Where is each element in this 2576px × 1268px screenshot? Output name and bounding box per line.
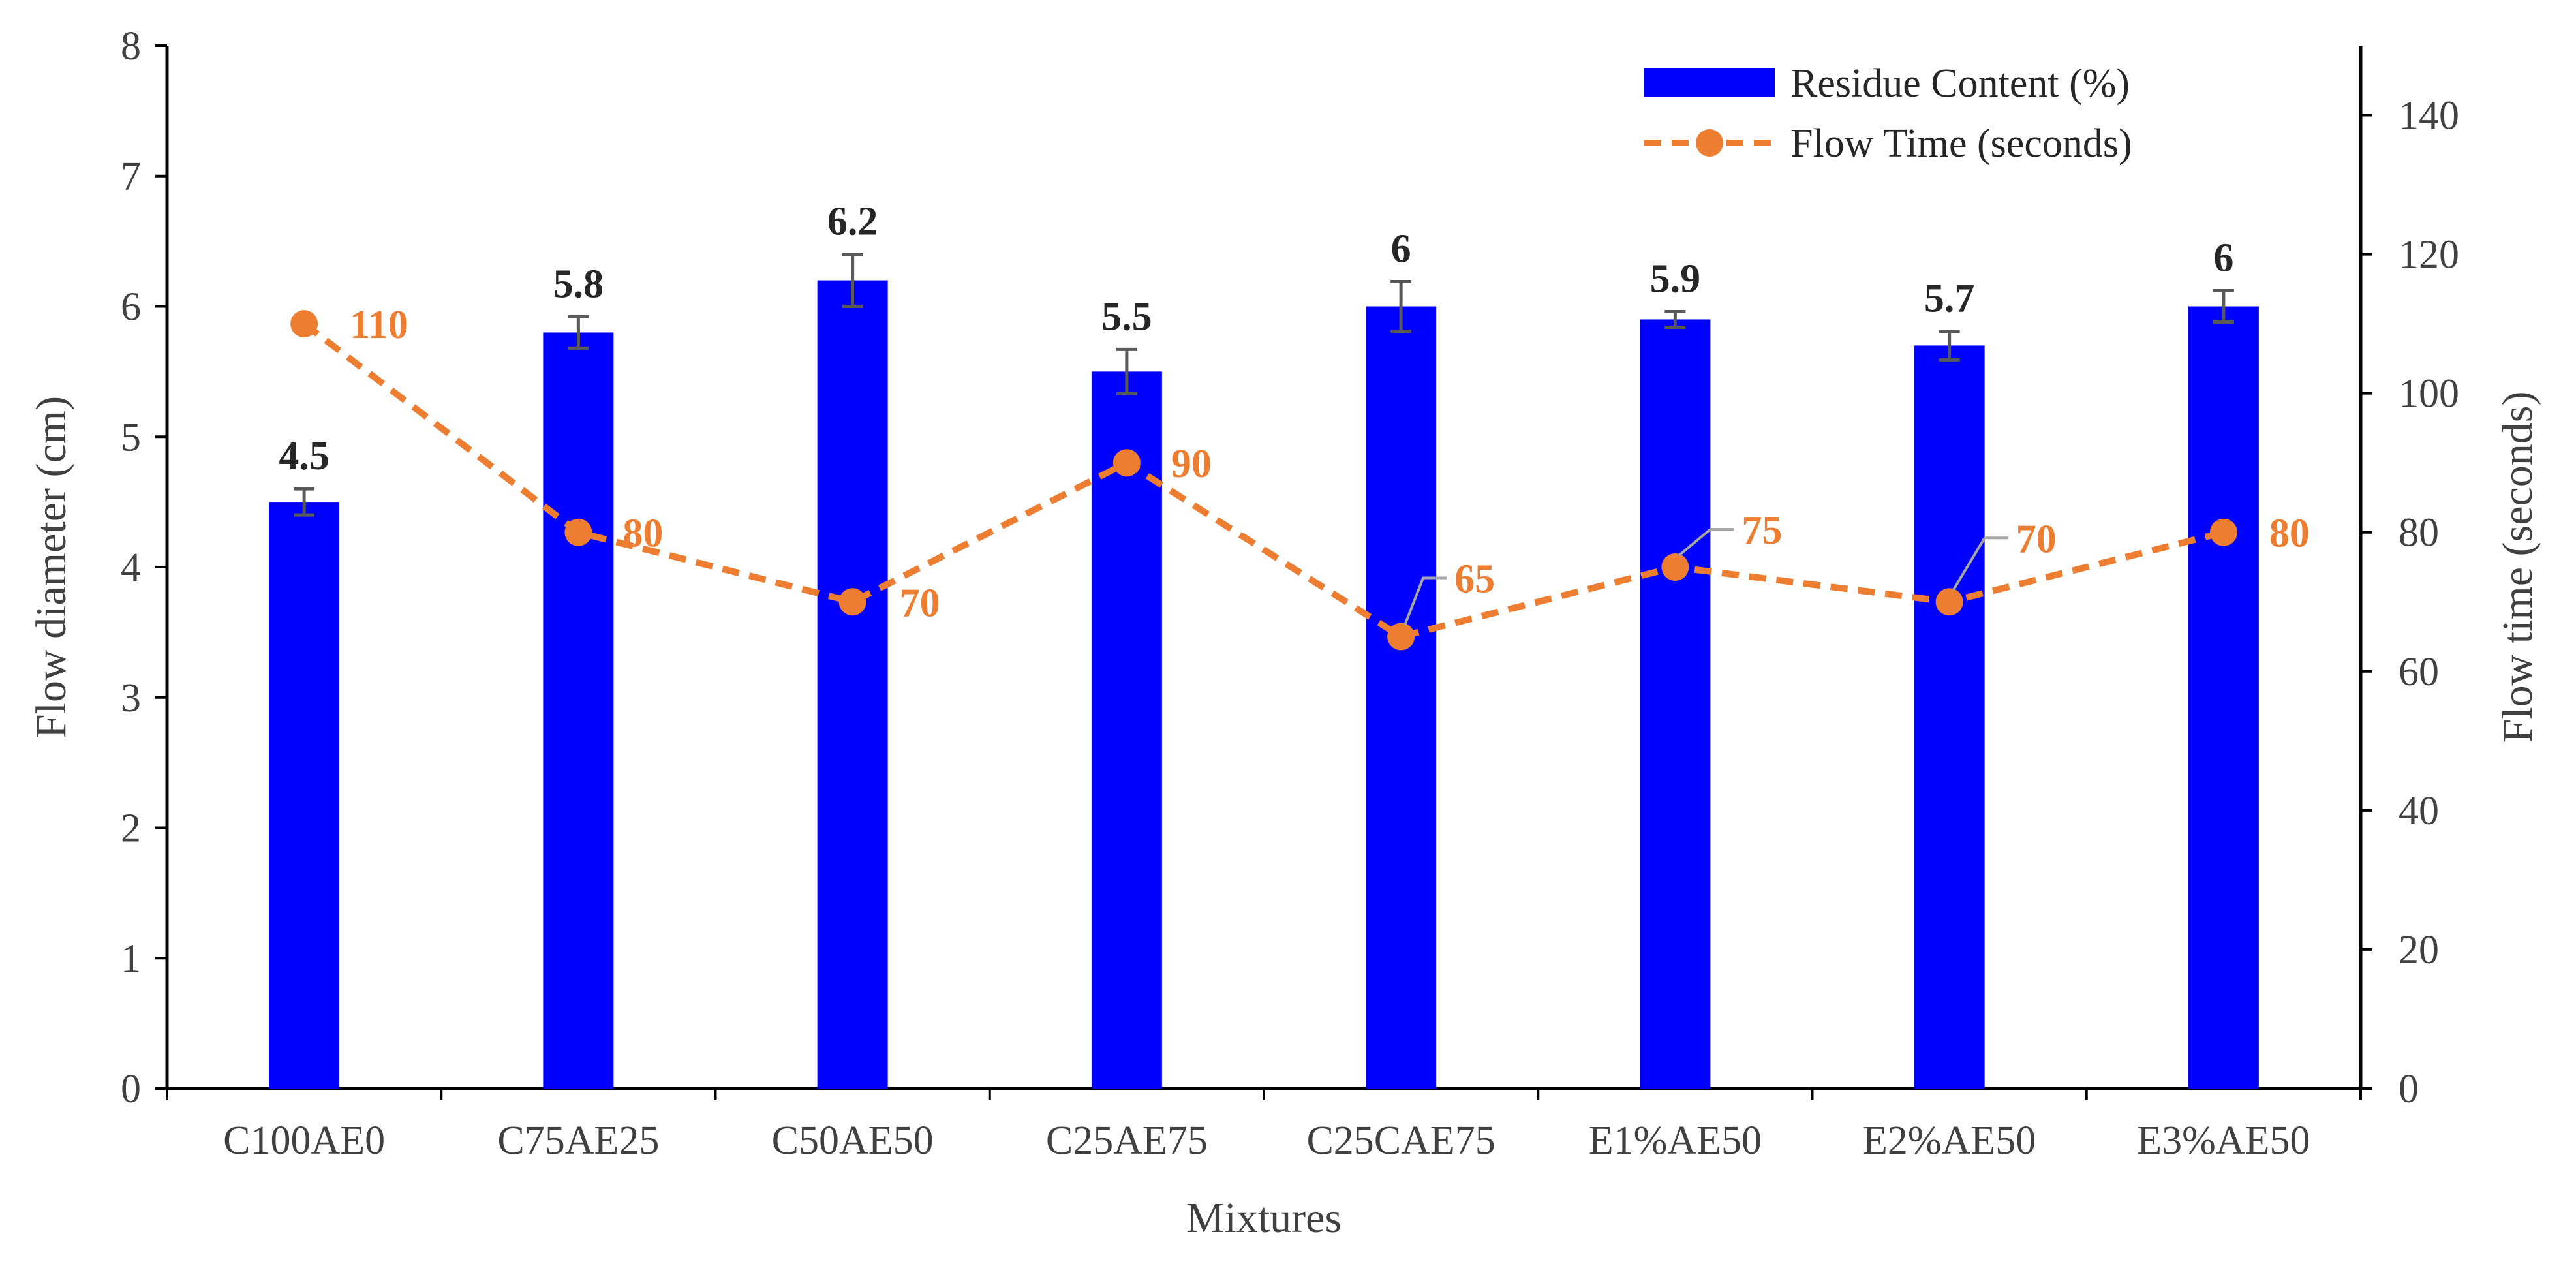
y2-tick-label: 60: [2399, 650, 2439, 694]
x-axis-title: Mixtures: [1186, 1194, 1342, 1242]
x-tick-label: C50AE50: [772, 1119, 934, 1163]
legend-line-marker: [1696, 129, 1723, 157]
y-tick-label: 8: [121, 24, 141, 69]
flow-time-point: [564, 518, 592, 546]
x-tick-label: C100AE0: [223, 1119, 385, 1163]
bar: [1091, 371, 1162, 1089]
x-tick-label: C25AE75: [1046, 1119, 1208, 1163]
legend-bar-label: Residue Content (%): [1790, 61, 2130, 106]
y-tick-label: 6: [121, 285, 141, 330]
flow-time-point: [1112, 449, 1141, 477]
bar: [2188, 306, 2259, 1089]
flow-time-point: [1661, 553, 1689, 581]
y2-tick-label: 80: [2399, 511, 2439, 555]
bar-data-label: 5.5: [1101, 294, 1152, 339]
y-tick-label: 2: [121, 807, 141, 851]
bar: [1366, 306, 1437, 1089]
bar-data-label: 6.2: [827, 200, 878, 244]
y-tick-label: 0: [121, 1067, 141, 1111]
y2-tick-label: 140: [2399, 94, 2459, 138]
legend-line-label: Flow Time (seconds): [1790, 121, 2132, 166]
y2-tick-label: 120: [2399, 233, 2459, 277]
leader-line: [1678, 528, 1734, 557]
line-data-label: 80: [2269, 512, 2310, 556]
bar-data-label: 4.5: [279, 434, 330, 478]
y-tick-label: 5: [121, 415, 141, 459]
x-tick-label: E3%AE50: [2137, 1119, 2310, 1163]
y-tick-label: 4: [121, 546, 141, 590]
flow-time-point: [1935, 588, 1963, 616]
line-data-label: 80: [622, 512, 663, 556]
x-tick-label: C25CAE75: [1306, 1119, 1495, 1163]
flow-time-point: [2209, 518, 2237, 546]
y-tick-label: 1: [121, 936, 141, 981]
line-data-label: 70: [2016, 517, 2057, 561]
x-tick-label: C75AE25: [497, 1119, 659, 1163]
line-data-label: 65: [1454, 557, 1495, 602]
bar-data-label: 5.8: [553, 262, 604, 306]
legend-bar-swatch: [1644, 68, 1775, 97]
x-tick-label: E2%AE50: [1863, 1119, 2036, 1163]
line-data-label: 110: [350, 303, 408, 347]
line-data-label: 90: [1171, 442, 1212, 486]
line-data-label: 70: [900, 581, 940, 625]
y-axis-title: Flow diameter (cm): [27, 396, 75, 738]
line-data-label: 75: [1741, 508, 1782, 553]
flow-time-line: [302, 321, 2225, 640]
legend: Residue Content (%) Flow Time (seconds): [1644, 61, 2132, 166]
leader-line: [1403, 576, 1447, 626]
bar: [1914, 345, 1985, 1089]
y-tick-label: 3: [121, 676, 141, 720]
leader-line: [1952, 536, 2008, 591]
bar: [543, 332, 614, 1089]
bar-data-label: 6: [1391, 227, 1411, 271]
y2-tick-label: 40: [2399, 789, 2439, 833]
flow-time-point: [290, 310, 318, 338]
bar: [1640, 319, 1711, 1089]
bar-data-label: 5.9: [1650, 256, 1701, 301]
bar-data-label: 5.7: [1924, 276, 1975, 320]
y2-tick-label: 0: [2399, 1067, 2419, 1111]
bar: [269, 502, 340, 1089]
bar-data-label: 6: [2213, 236, 2233, 281]
y2-tick-label: 100: [2399, 372, 2459, 416]
y2-axis-title: Flow time (seconds): [2494, 392, 2541, 743]
flow-time-point: [1387, 623, 1415, 651]
y-tick-label: 7: [121, 155, 141, 199]
y2-tick-label: 20: [2399, 928, 2439, 972]
flow-time-point: [838, 588, 866, 616]
bar: [817, 280, 888, 1089]
x-tick-label: E1%AE50: [1589, 1119, 1762, 1163]
